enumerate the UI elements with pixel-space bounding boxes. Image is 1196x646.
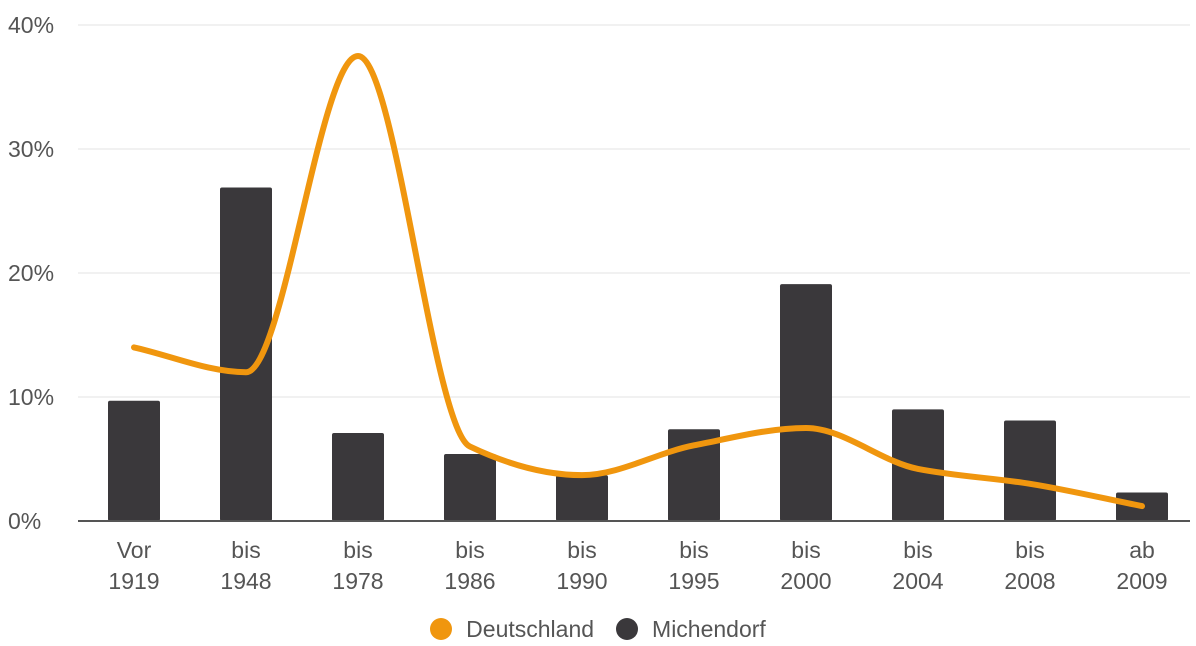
- deutschland-line: [131, 53, 1145, 510]
- michendorf-bars: [108, 187, 1168, 521]
- legend-label-michendorf: Michendorf: [652, 615, 766, 642]
- legend-swatch-deutschland: [430, 618, 453, 640]
- legend-label-deutschland: Deutschland: [466, 615, 595, 642]
- bar[interactable]: [108, 400, 160, 521]
- x-tick-label: bis 2004: [892, 537, 943, 594]
- x-tick-label: bis 1948: [220, 537, 271, 594]
- y-axis-tick-labels: 0% 10% 20% 30% 40%: [8, 12, 54, 534]
- x-tick-label: Vor 1919: [108, 537, 159, 594]
- chart: 0% 10% 20% 30% 40% Vor 1919 bis 1948 bis 1978 bis 1…: [8, 12, 1190, 594]
- y-tick-label: 40%: [8, 12, 54, 38]
- x-tick-label: bis 1990: [556, 537, 607, 594]
- bar[interactable]: [444, 454, 496, 521]
- x-tick-label: bis 1978: [332, 537, 383, 594]
- bar[interactable]: [780, 284, 832, 521]
- bar[interactable]: [220, 187, 272, 521]
- y-tick-label: 20%: [8, 260, 54, 286]
- bar[interactable]: [556, 475, 608, 521]
- y-tick-label: 0%: [8, 508, 41, 534]
- deutschland-series-line[interactable]: [131, 53, 1145, 510]
- legend-swatch-michendorf: [616, 618, 639, 640]
- legend: Deutschland Michendorf: [0, 612, 1196, 646]
- y-tick-label: 30%: [8, 136, 54, 162]
- x-axis-tick-labels: Vor 1919 bis 1948 bis 1978 bis 1986 bis 1990 bis 19…: [108, 537, 1167, 594]
- legend-item-deutschland[interactable]: Deutschland: [430, 616, 594, 643]
- legend-item-michendorf[interactable]: Michendorf: [616, 616, 766, 643]
- x-tick-label: bis 2000: [780, 537, 831, 594]
- x-tick-label: bis 1995: [668, 537, 719, 594]
- bar[interactable]: [668, 429, 720, 521]
- bar[interactable]: [892, 409, 944, 521]
- x-tick-label: ab 2009: [1116, 537, 1167, 594]
- x-tick-label: bis 2008: [1004, 537, 1055, 594]
- bar[interactable]: [1004, 420, 1056, 521]
- x-tick-label: bis 1986: [444, 537, 495, 594]
- bar[interactable]: [332, 432, 384, 521]
- y-tick-label: 10%: [8, 384, 54, 410]
